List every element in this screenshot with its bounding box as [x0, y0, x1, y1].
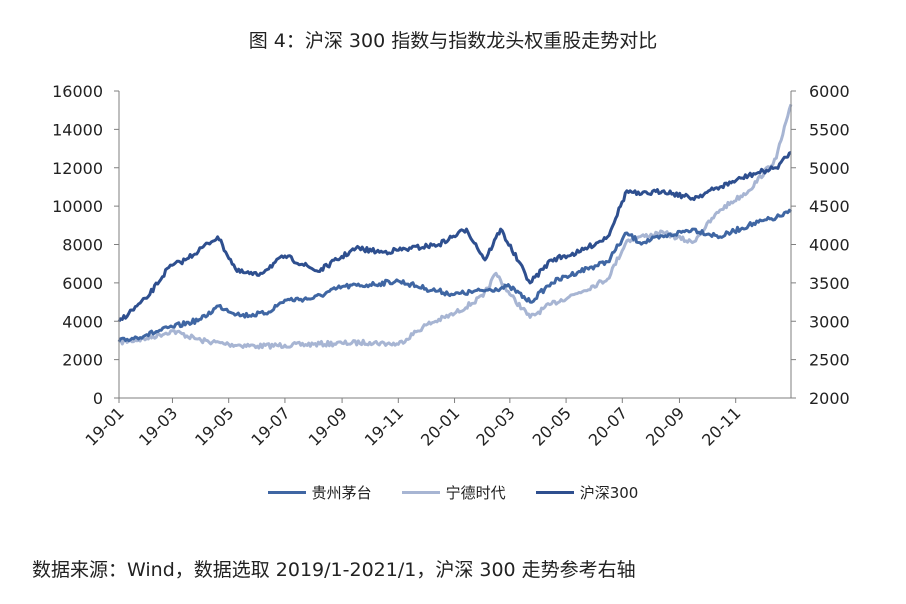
left-tick-label: 8000: [62, 236, 103, 255]
x-tick-label: 19-05: [191, 403, 237, 449]
x-tick-label: 19-07: [247, 403, 293, 449]
axis-lines: [118, 91, 792, 399]
right-tick-label: 3500: [809, 274, 850, 293]
right-tick-label: 6000: [809, 82, 850, 101]
legend-label-catl: 宁德时代: [445, 484, 506, 502]
right-tick-label: 2000: [809, 389, 850, 408]
right-tick-label: 4500: [809, 197, 850, 216]
legend-swatch-hs300: [535, 491, 574, 494]
left-tick-label: 2000: [62, 351, 103, 370]
left-tick-label: 0: [93, 389, 103, 408]
x-tick-label: 19-11: [361, 403, 407, 449]
left-tick-label: 16000: [52, 82, 103, 101]
x-tick-label: 20-01: [417, 403, 463, 449]
legend-swatch-catl: [401, 491, 440, 494]
series-line-hs300: [117, 150, 792, 323]
legend-item-maotai: 贵州茅台: [267, 482, 372, 503]
x-tick-label: 20-07: [585, 403, 631, 449]
left-tick-label: 12000: [52, 159, 103, 178]
x-tick-label: 20-05: [529, 403, 575, 449]
left-tick-label: 10000: [52, 197, 103, 216]
x-axis: 19-01 19-03 19-05 19-07 19-09 19-11 20-01 20-03…: [82, 398, 745, 450]
legend-label-maotai: 贵州茅台: [311, 484, 372, 502]
chart-title: 图 4：沪深 300 指数与指数龙头权重股走势对比: [248, 30, 658, 52]
x-tick-label: 20-09: [642, 403, 688, 449]
series-line-catl: [117, 103, 793, 350]
legend-label-hs300: 沪深300: [579, 484, 639, 502]
left-tick-label: 6000: [62, 274, 103, 293]
source-note: 数据来源：Wind，数据选取 2019/1-2021/1，沪深 300 走势参考…: [32, 559, 636, 581]
legend-item-catl: 宁德时代: [401, 482, 506, 503]
left-tick-label: 4000: [62, 312, 103, 331]
x-tick-label: 19-03: [135, 403, 181, 449]
right-tick-label: 3000: [809, 312, 850, 331]
x-tick-label: 20-11: [698, 403, 744, 449]
right-tick-label: 5000: [809, 159, 850, 178]
series-line-maotai: [117, 208, 793, 343]
right-tick-label: 2500: [809, 351, 850, 370]
x-tick-label: 19-01: [82, 403, 128, 449]
x-tick-label: 19-09: [305, 403, 351, 449]
legend-swatch-maotai: [267, 491, 306, 494]
right-axis: 2000 2500 3000 3500 4000 4500 5000 5500 6000: [791, 82, 850, 408]
left-axis: 0 2000 4000 6000 8000 10000 12000 14000 16000: [52, 82, 119, 408]
left-tick-label: 14000: [52, 120, 103, 139]
legend: 贵州茅台 宁德时代 沪深300: [0, 482, 906, 503]
x-tick-label: 20-03: [472, 403, 518, 449]
legend-item-hs300: 沪深300: [535, 482, 639, 503]
right-tick-label: 4000: [809, 236, 850, 255]
series-layer: [117, 103, 793, 350]
right-tick-label: 5500: [809, 120, 850, 139]
